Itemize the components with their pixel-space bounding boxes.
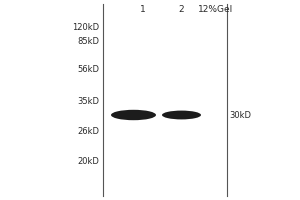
- Text: 20kD: 20kD: [77, 156, 99, 166]
- Text: 26kD: 26kD: [77, 127, 99, 136]
- Text: 12%Gel: 12%Gel: [198, 4, 234, 14]
- Text: 35kD: 35kD: [77, 97, 99, 106]
- Text: 2: 2: [179, 4, 184, 14]
- Ellipse shape: [111, 110, 156, 120]
- Text: 1: 1: [140, 4, 146, 14]
- Text: 56kD: 56kD: [77, 64, 99, 73]
- Text: 85kD: 85kD: [77, 36, 99, 46]
- Text: 30kD: 30kD: [230, 110, 251, 119]
- Text: 120kD: 120kD: [72, 22, 99, 31]
- Ellipse shape: [162, 111, 201, 119]
